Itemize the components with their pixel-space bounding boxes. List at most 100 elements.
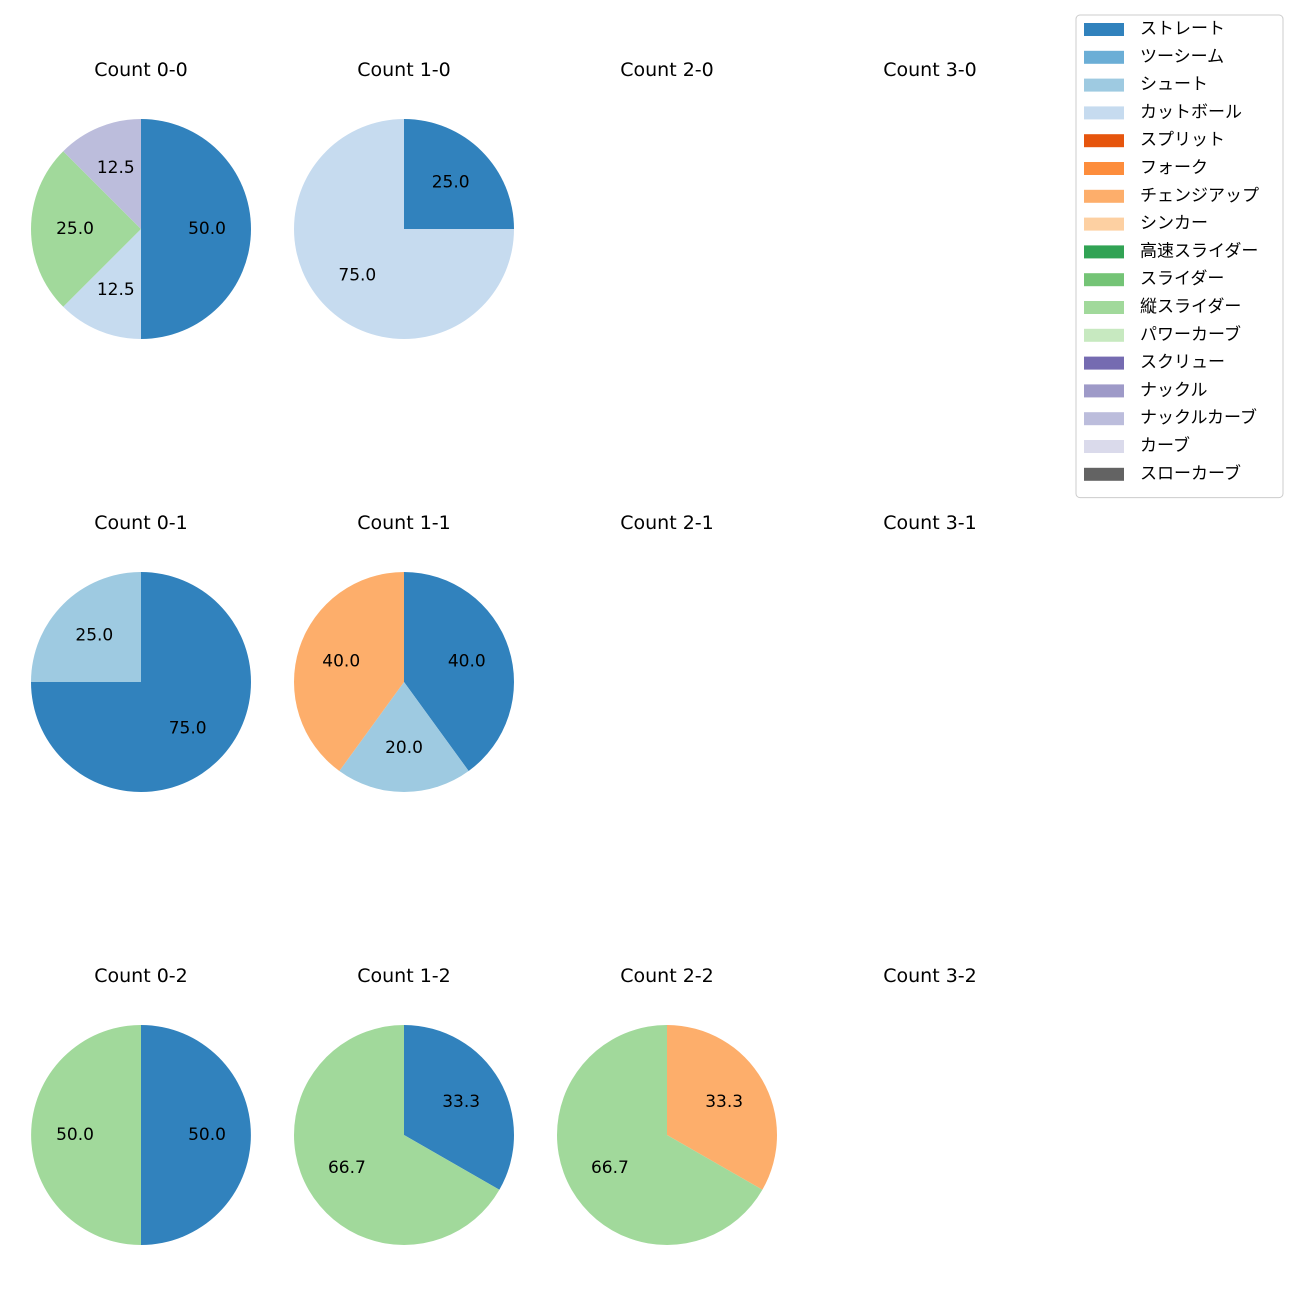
slice-label: 50.0 [188,1125,226,1145]
panel-title: Count 1-2 [357,965,451,987]
legend: ストレートツーシームシュートカットボールスプリットフォークチェンジアップシンカー… [1075,14,1284,499]
pie-panel-count-3-2: Count 3-2 [883,965,977,987]
panel-title: Count 3-2 [883,965,977,987]
legend-item: チェンジアップ [1084,186,1259,206]
legend-item: スライダー [1084,269,1224,289]
pie-panel-count-0-2: Count 0-2 50.0 50.0 [31,965,251,1245]
legend-item: ツーシーム [1084,47,1224,67]
pie-slice [404,119,514,229]
panel-title: Count 0-2 [94,965,188,987]
legend-swatch [1084,23,1124,36]
legend-frame [1075,14,1284,499]
panel-title: Count 2-2 [620,965,714,987]
legend-label: ナックル [1140,380,1208,400]
legend-item: カットボール [1084,102,1242,122]
legend-item: シンカー [1084,214,1208,234]
legend-swatch [1084,134,1124,148]
panel-title: Count 3-0 [883,59,977,81]
legend-label: スライダー [1140,269,1224,289]
legend-item: スローカーブ [1084,463,1241,484]
pie-slice [31,572,141,682]
legend-swatch [1084,328,1124,342]
legend-label: スローカーブ [1140,463,1241,484]
pie-slice [293,1025,500,1245]
legend-swatch [1084,467,1124,481]
legend-item: ナックルカーブ [1084,407,1257,428]
legend-swatch [1084,106,1124,120]
slice-label: 20.0 [385,738,423,758]
legend-label: シュート [1140,75,1208,95]
slice-label: 40.0 [448,652,486,672]
legend-swatch [1084,50,1124,64]
legend-swatch [1084,356,1124,370]
legend-swatch [1084,412,1124,426]
pie-slice [404,1025,514,1190]
legend-label: スプリット [1140,130,1225,150]
legend-swatch [1084,245,1124,259]
pie-panel-count-2-0: Count 2-0 [620,59,714,81]
legend-swatch [1084,440,1124,453]
slice-label: 25.0 [56,219,94,239]
legend-swatch [1084,384,1124,398]
legend-item: パワーカーブ [1084,324,1241,345]
legend-label: 高速スライダー [1140,241,1258,261]
slice-label: 33.3 [442,1092,480,1112]
pie-panel-count-0-1: Count 0-1 75.0 25.0 [31,512,251,792]
slice-label: 75.0 [169,719,207,739]
legend-item: ナックル [1084,380,1208,400]
legend-label: チェンジアップ [1140,186,1259,206]
panel-title: Count 0-0 [94,59,188,81]
slice-label: 40.0 [322,652,360,672]
panel-title: Count 2-0 [620,59,714,81]
legend-label: 縦スライダー [1140,297,1241,317]
legend-swatch [1084,273,1124,287]
pie-slice [294,119,514,339]
legend-item: カーブ [1084,435,1190,456]
slice-label: 50.0 [56,1125,94,1145]
slice-label: 25.0 [75,625,113,645]
legend-label: ナックルカーブ [1140,407,1257,428]
slice-label: 12.5 [97,280,135,300]
slice-label: 66.7 [591,1158,629,1178]
pie-panel-count-3-1: Count 3-1 [883,512,977,534]
legend-label: ツーシーム [1140,47,1224,67]
pie-slice [31,1025,141,1245]
slice-label: 66.7 [328,1158,366,1178]
pie-panels: Count 0-0 50.0 12.5 25.0 12.5 Count 1-0 25.0 75… [31,59,977,1246]
slice-label: 12.5 [97,158,135,178]
slice-label: 25.0 [432,172,470,192]
panel-title: Count 0-1 [94,512,188,534]
pie-slice [141,1025,251,1245]
pie-slice [63,119,141,229]
legend-label: カーブ [1140,435,1190,456]
pie-slice [141,119,251,339]
legend-item: シュート [1084,75,1208,95]
slice-label: 50.0 [188,219,226,239]
legend-item: 縦スライダー [1084,297,1241,317]
pie-slice [63,229,141,339]
legend-swatch [1084,162,1124,175]
legend-label: パワーカーブ [1140,324,1241,345]
legend-item: フォーク [1084,158,1208,178]
pie-slice [404,572,515,771]
slice-label: 75.0 [338,266,376,286]
legend-label: スクリュー [1140,353,1225,373]
legend-label: カットボール [1140,102,1242,122]
pie-slice [339,682,469,792]
panel-title: Count 1-1 [357,512,451,534]
pie-panel-count-1-0: Count 1-0 25.0 75.0 [294,59,514,339]
legend-label: フォーク [1140,158,1208,178]
legend-item: スクリュー [1084,353,1225,373]
pie-slice [293,572,404,771]
legend-swatch [1084,189,1124,203]
pie-slice [31,151,141,307]
pie-panel-count-0-0: Count 0-0 50.0 12.5 25.0 12.5 [31,59,251,339]
legend-item: ストレート [1084,19,1225,39]
pie-slice [667,1025,777,1190]
legend-swatch [1084,217,1124,231]
legend-swatch [1084,78,1124,92]
pie-panel-count-3-0: Count 3-0 [883,59,977,81]
pie-panel-count-1-1: Count 1-1 40.0 20.0 40.0 [293,512,515,792]
legend-label: シンカー [1140,214,1208,234]
